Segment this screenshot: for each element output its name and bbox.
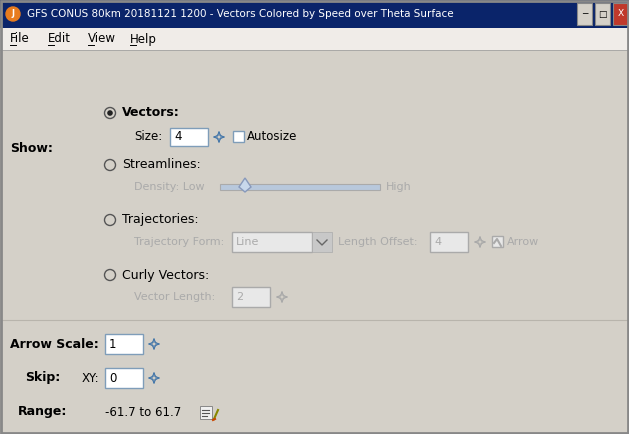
FancyBboxPatch shape [0,0,629,28]
Circle shape [107,110,113,116]
Text: Vectors:: Vectors: [122,106,180,119]
Text: File: File [10,33,30,46]
Text: 4: 4 [174,131,182,144]
FancyBboxPatch shape [595,3,610,25]
FancyBboxPatch shape [312,232,332,252]
FancyBboxPatch shape [233,131,244,142]
Text: J: J [11,10,14,19]
FancyBboxPatch shape [105,334,143,354]
Circle shape [6,7,20,21]
FancyBboxPatch shape [232,232,312,252]
Circle shape [104,214,116,226]
Text: Trajectories:: Trajectories: [122,214,199,227]
Text: Streamlines:: Streamlines: [122,158,201,171]
Text: Edit: Edit [48,33,71,46]
Text: Show:: Show: [10,141,53,155]
FancyBboxPatch shape [577,3,592,25]
Text: High: High [386,182,412,192]
Text: Density: Low: Density: Low [134,182,204,192]
FancyBboxPatch shape [220,184,380,190]
Text: 1: 1 [109,338,116,351]
Text: Arrow: Arrow [507,237,539,247]
Text: 2: 2 [236,292,243,302]
FancyBboxPatch shape [430,232,468,252]
FancyBboxPatch shape [492,236,503,247]
FancyBboxPatch shape [232,287,270,307]
Text: Vector Length:: Vector Length: [134,292,215,302]
Text: Trajectory Form:: Trajectory Form: [134,237,225,247]
FancyBboxPatch shape [105,368,143,388]
FancyBboxPatch shape [0,28,629,50]
Text: Length Offset:: Length Offset: [338,237,418,247]
FancyBboxPatch shape [613,3,628,25]
Text: 4: 4 [434,237,441,247]
Text: Curly Vectors:: Curly Vectors: [122,269,209,282]
Polygon shape [239,178,251,192]
Text: Line: Line [236,237,259,247]
Text: GFS CONUS 80km 20181121 1200 - Vectors Colored by Speed over Theta Surface: GFS CONUS 80km 20181121 1200 - Vectors C… [27,9,454,19]
Text: Skip:: Skip: [25,372,60,385]
Circle shape [104,160,116,171]
Circle shape [104,108,116,118]
Circle shape [104,270,116,280]
Text: ─: ─ [582,10,587,19]
Text: Size:: Size: [134,131,162,144]
Text: □: □ [598,10,607,19]
Text: Help: Help [130,33,157,46]
Text: XY:: XY: [82,372,99,385]
Text: Range:: Range: [18,405,67,418]
Text: Autosize: Autosize [247,131,298,144]
FancyBboxPatch shape [200,406,212,419]
Text: 0: 0 [109,372,116,385]
Text: -61.7 to 61.7: -61.7 to 61.7 [105,405,181,418]
Text: X: X [618,10,623,19]
FancyBboxPatch shape [170,128,208,146]
Text: Arrow Scale:: Arrow Scale: [10,338,99,351]
Text: View: View [88,33,116,46]
